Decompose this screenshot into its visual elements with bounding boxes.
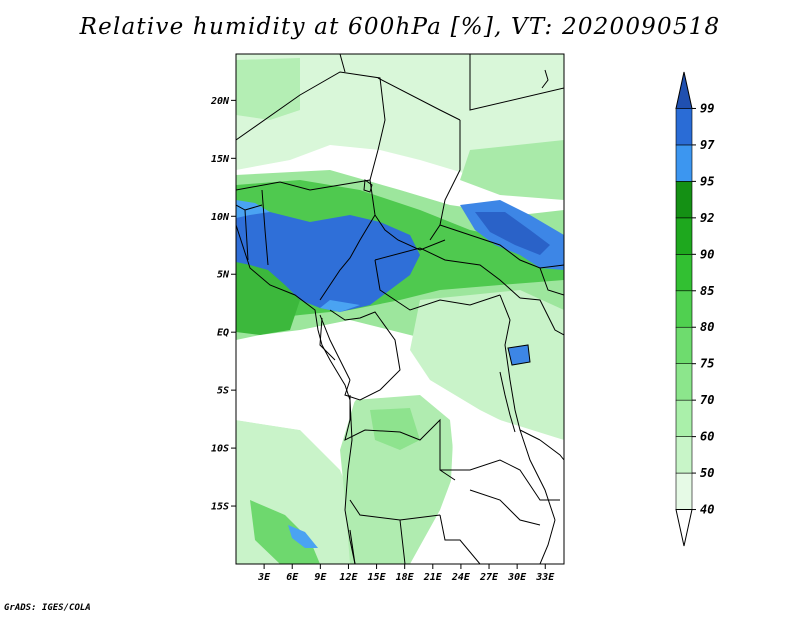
colorbar-segment — [675, 363, 693, 401]
coast-southwest — [344, 399, 356, 564]
border-egypt-sudan — [469, 54, 564, 111]
lon-tick-label: 18E — [396, 572, 415, 583]
border-ethiopia — [539, 267, 564, 296]
lat-tick-label: 5N — [217, 270, 230, 281]
colorbar-segment — [675, 436, 693, 474]
field-south-central-mid — [370, 408, 420, 450]
colorbar-label: 85 — [700, 284, 714, 298]
colorbar-top-arrow — [675, 71, 693, 109]
border-mozambique — [539, 519, 556, 564]
lat-tick-label: 10S — [211, 444, 229, 455]
colorbar-label: 60 — [700, 430, 714, 444]
border-car — [374, 247, 521, 299]
lon-tick-label: 3E — [257, 572, 271, 583]
colorbar-bottom-arrow — [675, 509, 693, 547]
colorbar-label: 70 — [700, 393, 714, 407]
field-blue-small — [508, 345, 530, 365]
border-angola — [344, 395, 456, 481]
border-ghana — [236, 204, 263, 261]
border-algeria-mali — [236, 71, 386, 151]
map-title: Relative humidity at 600hPa [%], VT: 202… — [79, 14, 721, 40]
lon-tick-label: 21E — [423, 572, 443, 583]
field-southwest-dark — [250, 500, 320, 564]
red-sea-coast — [541, 69, 549, 89]
border-malawi — [519, 429, 556, 521]
colorbar-segment — [675, 217, 693, 255]
border-niger-nigeria — [236, 149, 379, 191]
lat-tick-label: 20N — [210, 96, 230, 107]
colorbar-label: 80 — [700, 320, 714, 334]
colorbar-label: 92 — [700, 211, 714, 225]
border-tanzania — [539, 439, 564, 461]
lon-tick-label: 24E — [451, 572, 471, 583]
colorbar-label: 40 — [700, 503, 714, 517]
border-libya-niger — [339, 54, 461, 121]
colorbar: 40 50 60 70 75 80 85 90 92 95 97 99 — [675, 71, 715, 547]
lon-tick-label: 33E — [535, 572, 555, 583]
colorbar-label: 99 — [700, 101, 714, 115]
colorbar-label: 75 — [700, 357, 714, 371]
colorbar-segment — [675, 472, 693, 510]
field-east-light — [410, 290, 564, 440]
lat-tick-label: 15N — [211, 154, 230, 165]
lon-tick-label: 6E — [286, 572, 299, 583]
field-central-white — [236, 340, 360, 430]
colorbar-label: 97 — [700, 138, 715, 152]
field-south-central — [340, 395, 455, 564]
longitude-axis: 3E 6E 9E 12E 15E 18E 21E 24E 27E 30E 33E — [257, 564, 555, 583]
colorbar-segment — [675, 326, 693, 364]
colorbar-segment — [675, 181, 693, 219]
map-frame — [235, 53, 565, 565]
lon-tick-label: 9E — [314, 572, 327, 583]
colorbar-segment — [675, 290, 693, 328]
lon-tick-label: 27E — [479, 572, 499, 583]
lon-tick-label: 12E — [339, 572, 358, 583]
lon-tick-label: 15E — [368, 572, 387, 583]
lat-tick-label: EQ — [217, 328, 229, 339]
humidity-field — [236, 54, 564, 564]
colorbar-segment — [675, 254, 693, 292]
coast-west — [236, 224, 351, 401]
border-botswana — [439, 514, 481, 564]
border-zambia — [440, 459, 560, 501]
colorbar-label: 50 — [700, 466, 714, 480]
border-chad-nigeria — [369, 179, 446, 251]
colorbar-segment — [675, 399, 693, 437]
lake-victoria — [507, 344, 531, 366]
border-zimbabwe — [469, 489, 541, 526]
colorbar-label: 90 — [700, 247, 714, 261]
lat-tick-label: 5S — [217, 386, 229, 397]
lake-tanganyika — [499, 371, 516, 433]
grads-credit: GrADS: IGES/COLA — [4, 603, 91, 613]
field-blue-band — [236, 208, 420, 312]
border-car-south — [374, 259, 501, 311]
lat-tick-label: 10N — [211, 212, 230, 223]
field-blue-east-dark — [475, 212, 550, 255]
country-borders — [236, 54, 564, 564]
border-nigeria-cameroon — [319, 214, 376, 301]
field-southwest-blue — [288, 525, 318, 548]
border-uganda-kenya — [519, 297, 564, 336]
lake-chad — [363, 179, 373, 193]
latitude-axis: 20N 15N 10N 5N EQ 5S 10S 15S — [210, 96, 236, 513]
field-blue-band-light — [236, 200, 360, 312]
border-congo — [319, 314, 351, 381]
field-northeast-green — [460, 140, 564, 200]
colorbar-label: 95 — [700, 174, 714, 188]
lat-tick-label: 15S — [211, 502, 229, 513]
border-angola-south — [349, 499, 441, 521]
border-sudan-south — [439, 224, 564, 269]
lon-tick-label: 30E — [507, 572, 527, 583]
colorbar-segment — [675, 144, 693, 182]
field-north-green-mid — [236, 58, 300, 120]
border-benin — [261, 189, 269, 266]
border-gabon — [319, 317, 336, 361]
colorbar-segment — [675, 108, 693, 146]
border-chad-sudan — [429, 120, 461, 241]
border-drc-west — [329, 309, 401, 401]
